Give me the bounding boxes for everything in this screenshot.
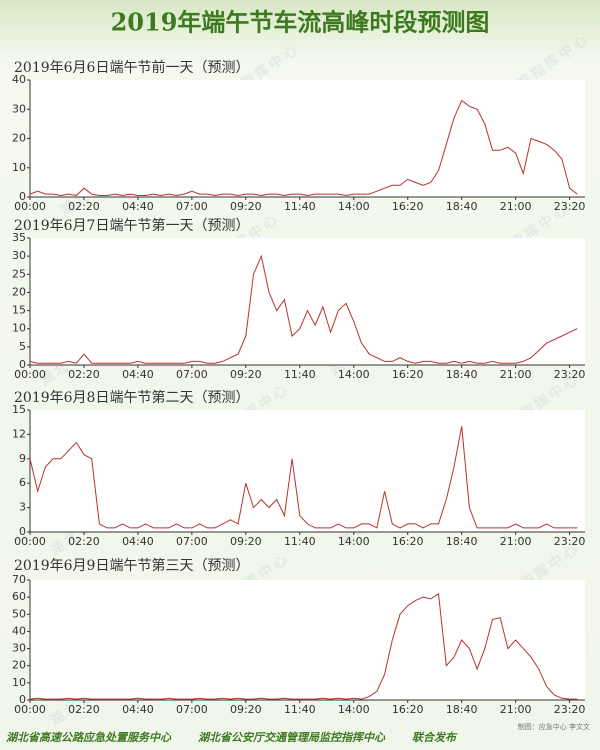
x-tick-label: 16:20 [392, 535, 424, 548]
chart-title: 2019年6月6日端午节前一天（预测） [14, 59, 249, 76]
x-tick-label: 11:40 [284, 200, 316, 213]
y-tick-label: 30 [12, 249, 26, 262]
y-tick-label: 25 [12, 267, 26, 280]
x-tick-label: 09:20 [230, 535, 262, 548]
y-tick-label: 60 [12, 590, 26, 603]
x-tick-label: 23:20 [554, 200, 586, 213]
data-line [29, 592, 578, 700]
x-tick-label: 14:00 [338, 368, 370, 381]
chart-title: 2019年6月9日端午节第三天（预测） [14, 557, 249, 574]
x-tick-label: 16:20 [392, 368, 424, 381]
y-tick-label: 30 [12, 102, 26, 115]
x-tick-label: 14:00 [338, 200, 370, 213]
y-tick-label: 35 [12, 231, 26, 244]
x-tick-label: 14:00 [338, 703, 370, 716]
y-tick-label: 5 [19, 340, 26, 353]
x-tick-label: 00:00 [14, 368, 46, 381]
y-tick-label: 9 [19, 452, 26, 465]
chart-title: 2019年6月7日端午节第一天（预测） [14, 217, 249, 234]
y-tick-label: 50 [12, 607, 26, 620]
x-tick-label: 02:20 [68, 535, 100, 548]
credit: 制图：应急中心 李文文 [518, 722, 590, 731]
y-tick-label: 0 [19, 190, 26, 203]
footer-org: 湖北省公安厅交通管理局监控指挥中心 [198, 731, 386, 744]
x-tick-label: 07:00 [176, 200, 208, 213]
x-tick-label: 23:20 [554, 535, 586, 548]
x-tick-label: 14:00 [338, 535, 370, 548]
x-tick-label: 11:40 [284, 703, 316, 716]
y-tick-label: 0 [19, 525, 26, 538]
x-tick-label: 07:00 [176, 703, 208, 716]
x-tick-label: 00:00 [14, 703, 46, 716]
footer-org: 湖北省高速公路应急处置服务中心 [6, 731, 172, 744]
x-tick-label: 04:40 [122, 368, 154, 381]
x-tick-label: 07:00 [176, 535, 208, 548]
x-tick-label: 18:40 [446, 703, 478, 716]
chart-title: 2019年6月8日端午节第二天（预测） [14, 389, 249, 406]
x-tick-label: 23:20 [554, 368, 586, 381]
x-tick-label: 18:40 [446, 368, 478, 381]
x-tick-label: 04:40 [122, 200, 154, 213]
footer-note: 联合发布 [412, 731, 458, 744]
y-tick-label: 6 [19, 476, 26, 489]
y-tick-label: 12 [12, 427, 26, 440]
x-tick-label: 16:20 [392, 703, 424, 716]
x-tick-label: 04:40 [122, 703, 154, 716]
x-tick-label: 07:00 [176, 368, 208, 381]
y-tick-label: 20 [12, 132, 26, 145]
x-tick-label: 02:20 [68, 368, 100, 381]
x-tick-label: 09:20 [230, 200, 262, 213]
y-tick-label: 3 [19, 501, 26, 514]
y-tick-label: 15 [12, 304, 26, 317]
x-tick-label: 02:20 [68, 200, 100, 213]
x-tick-label: 18:40 [446, 200, 478, 213]
plot-area [30, 238, 585, 365]
y-tick-label: 30 [12, 642, 26, 655]
page-title: 2019年端午节车流高峰时段预测图 [111, 8, 490, 37]
x-tick-label: 21:00 [500, 703, 532, 716]
x-tick-label: 23:20 [554, 703, 586, 716]
data-line [29, 254, 578, 364]
plot-area [30, 80, 585, 197]
x-tick-label: 21:00 [500, 368, 532, 381]
x-tick-label: 02:20 [68, 703, 100, 716]
x-tick-label: 21:00 [500, 200, 532, 213]
y-tick-label: 20 [12, 285, 26, 298]
y-tick-label: 15 [12, 403, 26, 416]
y-tick-label: 0 [19, 358, 26, 371]
plot-area [30, 580, 585, 700]
y-tick-label: 40 [12, 73, 26, 86]
y-tick-label: 10 [12, 676, 26, 689]
x-tick-label: 18:40 [446, 535, 478, 548]
y-tick-label: 10 [12, 161, 26, 174]
x-tick-label: 09:20 [230, 368, 262, 381]
x-tick-label: 00:00 [14, 535, 46, 548]
x-tick-label: 16:20 [392, 200, 424, 213]
y-tick-label: 0 [19, 693, 26, 706]
plot-area [30, 410, 585, 532]
y-tick-label: 40 [12, 624, 26, 637]
x-tick-label: 11:40 [284, 368, 316, 381]
x-tick-label: 21:00 [500, 535, 532, 548]
x-tick-label: 04:40 [122, 535, 154, 548]
y-tick-label: 20 [12, 659, 26, 672]
y-tick-label: 10 [12, 322, 26, 335]
y-tick-label: 70 [12, 573, 26, 586]
data-line [29, 426, 578, 529]
x-tick-label: 11:40 [284, 535, 316, 548]
x-tick-label: 00:00 [14, 200, 46, 213]
x-tick-label: 09:20 [230, 703, 262, 716]
data-line [29, 99, 578, 197]
